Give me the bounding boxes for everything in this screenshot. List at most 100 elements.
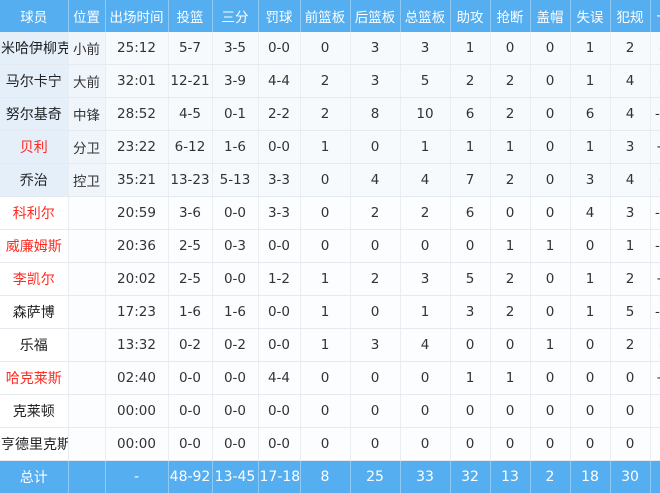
cell-defensive-rebounds: 0	[350, 395, 400, 428]
column-header-freethrows[interactable]: 罚球	[258, 0, 300, 32]
cell-three-pointers: 0-0	[212, 263, 258, 296]
cell-position: 控卫	[68, 164, 105, 197]
total-plus-minus	[650, 461, 660, 493]
cell-defensive-rebounds: 2	[350, 263, 400, 296]
cell-plus-minus: +6	[650, 131, 660, 164]
cell-total-rebounds: 4	[400, 164, 450, 197]
column-header-position[interactable]: 位置	[68, 0, 105, 32]
cell-total-rebounds: 0	[400, 395, 450, 428]
cell-player-name[interactable]: 李凯尔	[0, 263, 68, 296]
cell-field-goals: 2-5	[168, 230, 212, 263]
cell-assists: 1	[450, 131, 490, 164]
cell-offensive-rebounds: 2	[300, 98, 350, 131]
cell-defensive-rebounds: 0	[350, 131, 400, 164]
cell-player-name[interactable]: 贝利	[0, 131, 68, 164]
cell-minutes: 00:00	[105, 428, 168, 461]
cell-fouls: 0	[610, 362, 650, 395]
total-minutes: -	[105, 461, 168, 493]
cell-field-goals: 13-23	[168, 164, 212, 197]
cell-blocks: 0	[530, 197, 570, 230]
cell-minutes: 25:12	[105, 32, 168, 65]
total-blocks: 2	[530, 461, 570, 493]
cell-plus-minus: 0	[650, 395, 660, 428]
cell-field-goals: 12-21	[168, 65, 212, 98]
cell-player-name[interactable]: 哈克莱斯	[0, 362, 68, 395]
cell-assists: 7	[450, 164, 490, 197]
cell-plus-minus: -13	[650, 197, 660, 230]
cell-assists: 1	[450, 32, 490, 65]
cell-player-name[interactable]: 科利尔	[0, 197, 68, 230]
cell-steals: 0	[490, 329, 530, 362]
column-header-threepointers[interactable]: 三分	[212, 0, 258, 32]
cell-fouls: 3	[610, 131, 650, 164]
column-header-turnovers[interactable]: 失误	[570, 0, 610, 32]
column-header-blocks[interactable]: 盖帽	[530, 0, 570, 32]
cell-assists: 0	[450, 230, 490, 263]
cell-fouls: 4	[610, 164, 650, 197]
cell-player-name[interactable]: 乔治	[0, 164, 68, 197]
total-offensive-rebounds: 8	[300, 461, 350, 493]
column-header-total-rebounds[interactable]: 总篮板	[400, 0, 450, 32]
cell-assists: 5	[450, 263, 490, 296]
column-header-assists[interactable]: 助攻	[450, 0, 490, 32]
cell-minutes: 35:21	[105, 164, 168, 197]
cell-player-name[interactable]: 森萨博	[0, 296, 68, 329]
cell-offensive-rebounds: 1	[300, 263, 350, 296]
cell-player-name[interactable]: 努尔基奇	[0, 98, 68, 131]
cell-player-name[interactable]: 乐福	[0, 329, 68, 362]
cell-free-throws: 0-0	[258, 329, 300, 362]
cell-three-pointers: 0-0	[212, 362, 258, 395]
column-header-steals[interactable]: 抢断	[490, 0, 530, 32]
cell-blocks: 0	[530, 32, 570, 65]
cell-player-name[interactable]: 亨德里克斯	[0, 428, 68, 461]
cell-total-rebounds: 3	[400, 263, 450, 296]
cell-plus-minus: -14	[650, 230, 660, 263]
cell-plus-minus: 0	[650, 428, 660, 461]
total-turnovers: 18	[570, 461, 610, 493]
cell-free-throws: 0-0	[258, 428, 300, 461]
cell-free-throws: 0-0	[258, 32, 300, 65]
cell-field-goals: 0-0	[168, 362, 212, 395]
cell-plus-minus: -13	[650, 98, 660, 131]
cell-player-name[interactable]: 威廉姆斯	[0, 230, 68, 263]
column-header-offensive-rebounds[interactable]: 前篮板	[300, 0, 350, 32]
cell-field-goals: 5-7	[168, 32, 212, 65]
cell-three-pointers: 1-6	[212, 296, 258, 329]
cell-free-throws: 1-2	[258, 263, 300, 296]
cell-blocks: 0	[530, 131, 570, 164]
cell-minutes: 20:59	[105, 197, 168, 230]
cell-fouls: 5	[610, 296, 650, 329]
total-defensive-rebounds: 25	[350, 461, 400, 493]
cell-player-name[interactable]: 米哈伊柳克	[0, 32, 68, 65]
table-body: 米哈伊柳克小前25:125-73-50-003310012-513马尔卡宁大前3…	[0, 32, 660, 461]
cell-steals: 0	[490, 197, 530, 230]
cell-offensive-rebounds: 0	[300, 230, 350, 263]
cell-fouls: 2	[610, 32, 650, 65]
column-header-fouls[interactable]: 犯规	[610, 0, 650, 32]
cell-offensive-rebounds: 0	[300, 395, 350, 428]
column-header-fieldgoals[interactable]: 投篮	[168, 0, 212, 32]
cell-player-name[interactable]: 马尔卡宁	[0, 65, 68, 98]
column-header-player[interactable]: 球员	[0, 0, 68, 32]
column-header-defensive-rebounds[interactable]: 后篮板	[350, 0, 400, 32]
cell-assists: 1	[450, 362, 490, 395]
column-header-minutes[interactable]: 出场时间	[105, 0, 168, 32]
cell-player-name[interactable]: 克莱顿	[0, 395, 68, 428]
cell-turnovers: 1	[570, 32, 610, 65]
cell-turnovers: 0	[570, 395, 610, 428]
column-header-plusminus[interactable]: +/-	[650, 0, 660, 32]
